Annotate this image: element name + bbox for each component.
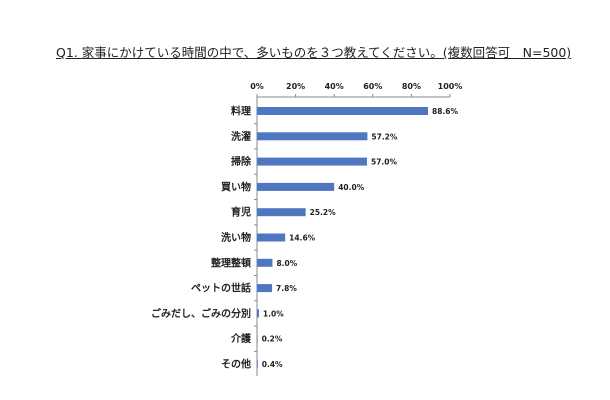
bar <box>257 233 286 242</box>
bar <box>257 360 258 368</box>
value-label: 7.8% <box>276 284 297 293</box>
value-label: 0.4% <box>262 360 283 369</box>
category-label: 整理整頓 <box>210 256 251 269</box>
category-label: 掃除 <box>231 155 252 168</box>
value-label: 1.0% <box>263 309 284 318</box>
category-label: 料理 <box>231 105 251 118</box>
x-tick-label: 0% <box>250 82 264 91</box>
bar <box>257 132 368 141</box>
category-label: 買い物 <box>221 180 251 193</box>
chart-axes: 0% 20% 40% 60% 80% 100% <box>250 82 462 376</box>
value-label: 0.2% <box>262 335 283 344</box>
value-label: 8.0% <box>276 259 297 268</box>
x-tick-label: 60% <box>363 82 382 91</box>
bar <box>257 309 259 318</box>
category-label: ごみだし、ごみの分別 <box>151 307 251 320</box>
category-label: その他 <box>221 358 251 371</box>
chart-title: Q1. 家事にかけている時間の中で、多いものを３つ教えてください。(複数回答可 … <box>56 45 572 60</box>
category-label: 洗い物 <box>221 231 251 244</box>
bar <box>257 258 273 267</box>
value-label: 88.6% <box>432 107 459 116</box>
bar <box>257 157 368 166</box>
chart-labels: 料理 88.6% 洗濯 57.2% 掃除 57.0% 買い物 40.0% 育児 25.2% 洗い物 1… <box>151 105 459 371</box>
value-label: 57.2% <box>371 132 398 141</box>
bar <box>257 208 306 217</box>
value-label: 25.2% <box>310 208 337 217</box>
bar <box>257 182 335 191</box>
bar <box>257 107 428 115</box>
x-tick-label: 100% <box>438 82 463 91</box>
bar <box>257 284 273 293</box>
x-tick-label: 40% <box>325 82 344 91</box>
chart-bars <box>257 107 428 368</box>
value-label: 14.6% <box>289 234 316 243</box>
category-label: 洗濯 <box>231 130 251 143</box>
category-label: ペットの世話 <box>191 282 251 295</box>
category-label: 介護 <box>230 332 252 345</box>
x-tick-label: 20% <box>286 82 305 91</box>
category-label: 育児 <box>231 206 251 219</box>
value-label: 40.0% <box>338 183 365 192</box>
value-label: 57.0% <box>371 158 398 167</box>
bar <box>257 334 258 343</box>
x-tick-label: 80% <box>402 82 421 91</box>
